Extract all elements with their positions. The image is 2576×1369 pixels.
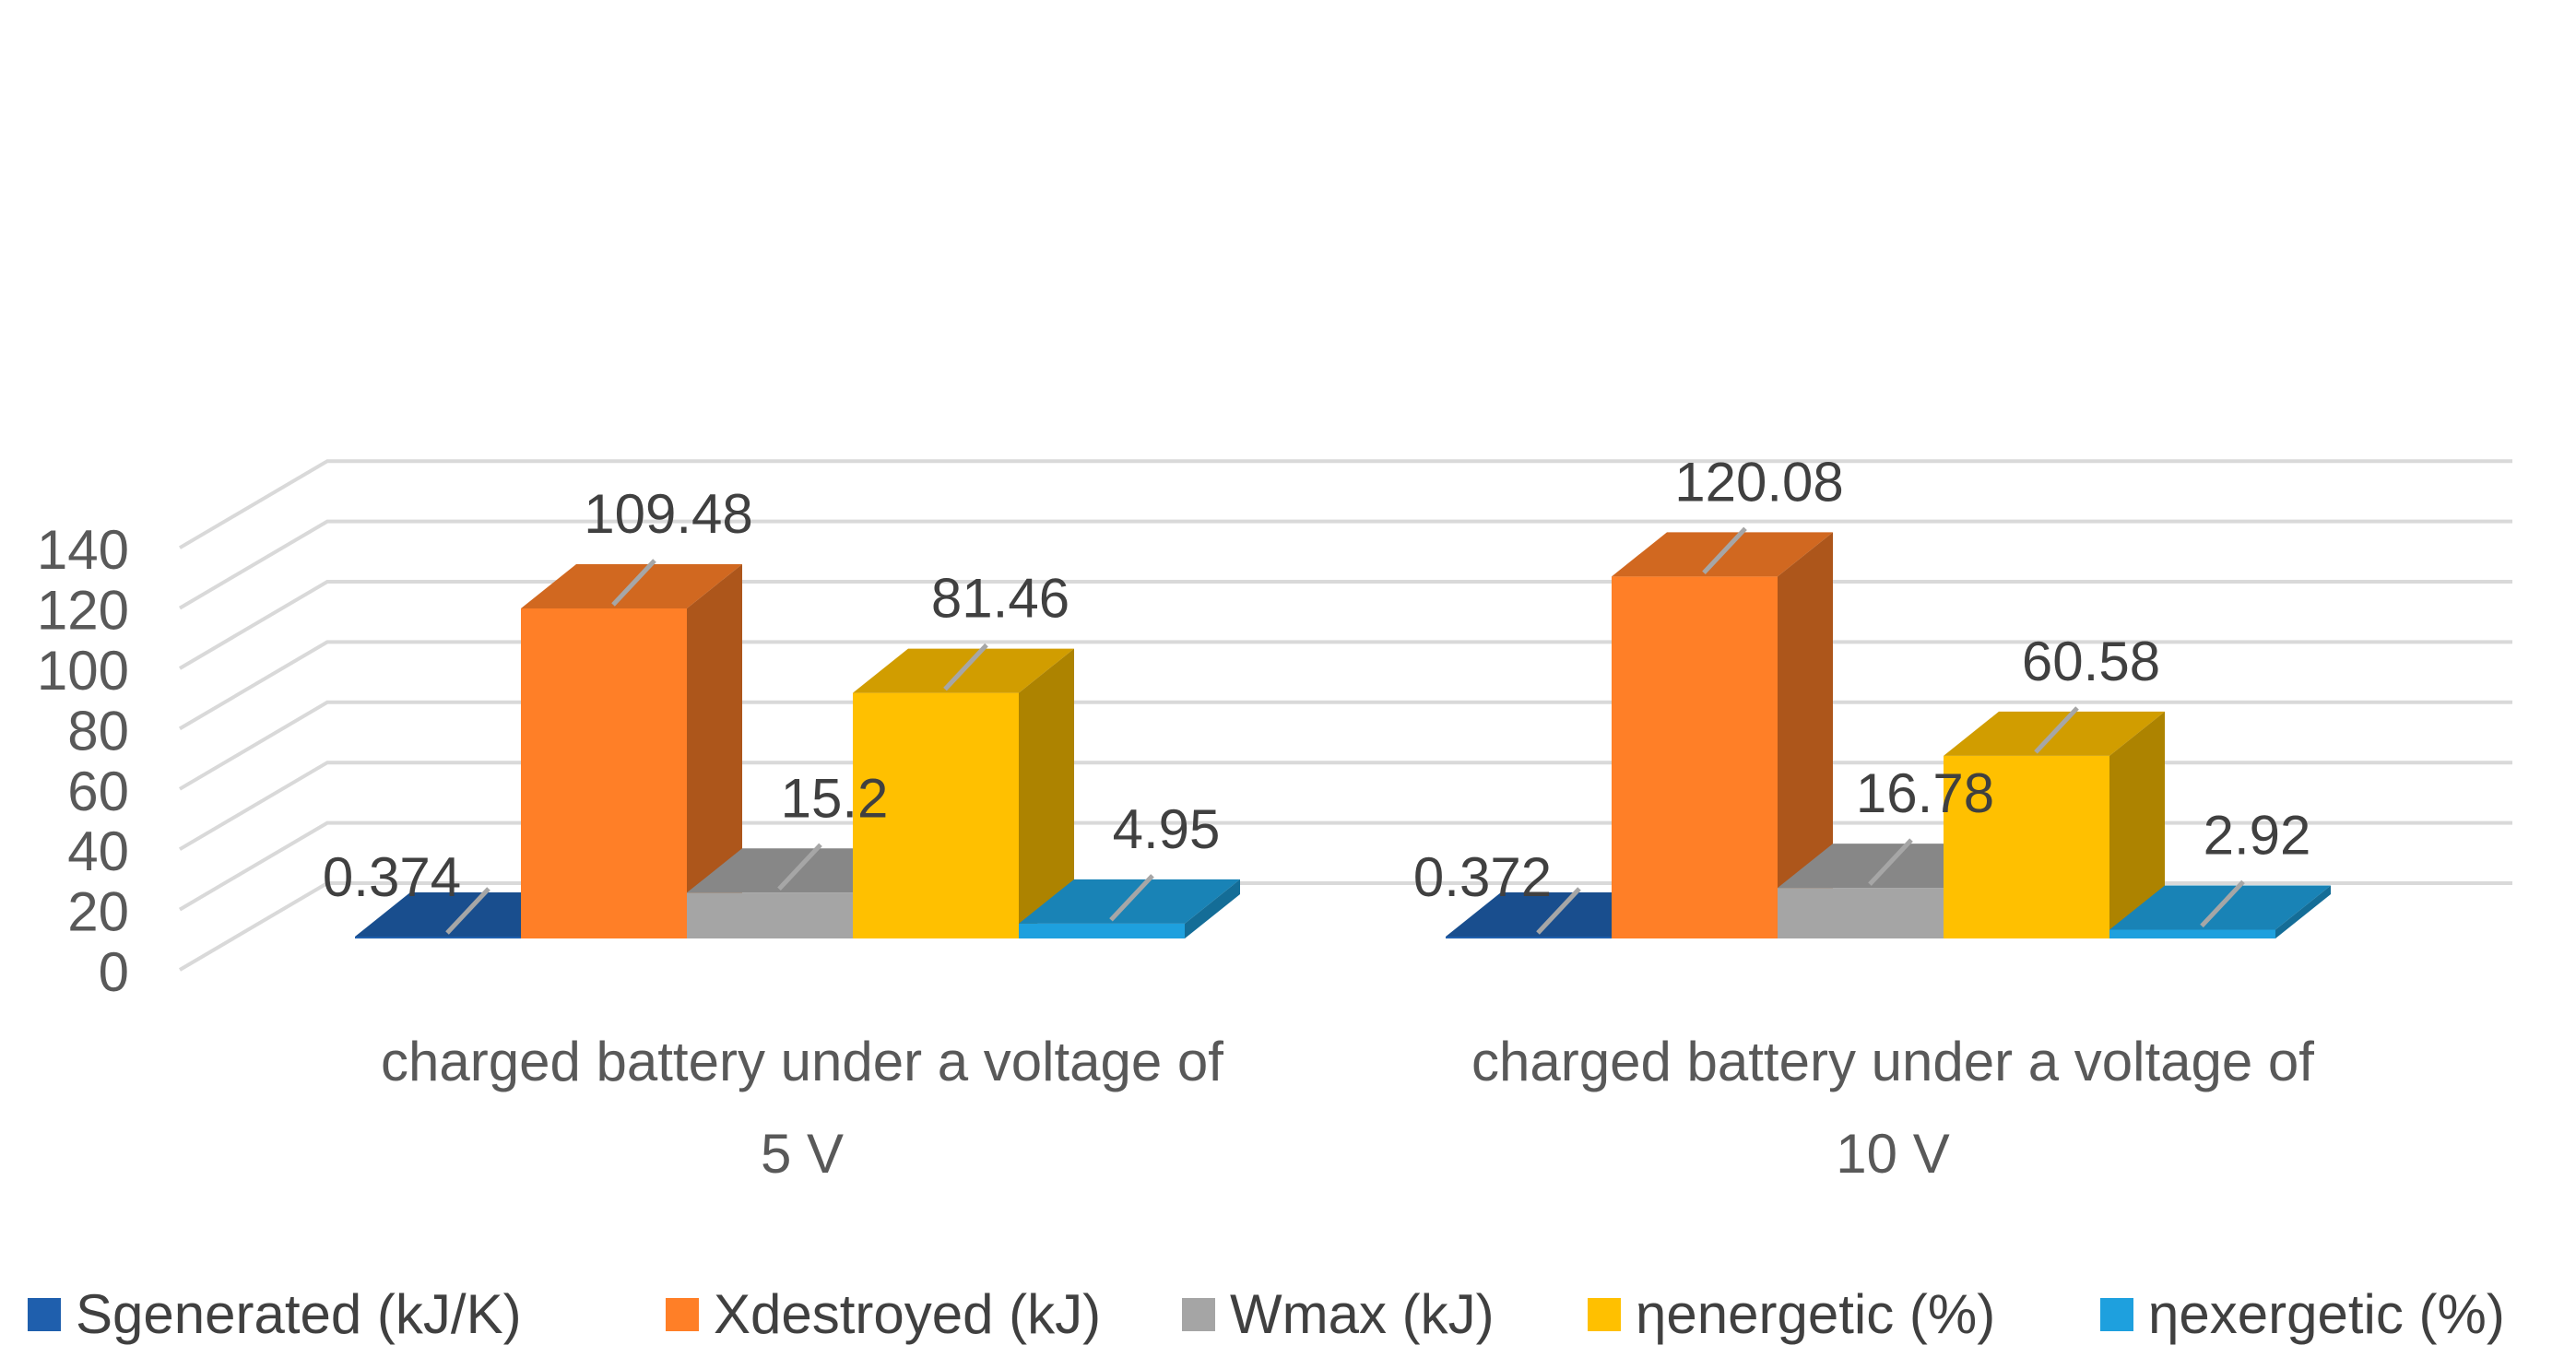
- y-tick-label: 120: [37, 580, 129, 642]
- legend-swatch: [666, 1298, 699, 1331]
- leader-line: [777, 843, 822, 891]
- legend-item-1: Sgenerated (kJ/K): [28, 1283, 522, 1345]
- legend-item-4: ηenergetic (%): [1588, 1283, 1995, 1345]
- bar-front: [1944, 755, 2109, 938]
- bar-front: [1446, 937, 1612, 938]
- bar-side: [1778, 532, 1833, 938]
- data-label: 60.58: [2022, 631, 2160, 692]
- legend-label: ηexergetic (%): [2148, 1283, 2505, 1345]
- legend-swatch: [28, 1298, 61, 1331]
- legend-item-2: Xdestroyed (kJ): [666, 1283, 1101, 1345]
- category-label: charged battery under a voltage of: [1471, 1031, 2314, 1092]
- data-label: 4.95: [1113, 798, 1221, 860]
- y-tick-label: 80: [67, 700, 129, 761]
- bar-front: [687, 892, 853, 938]
- legend-swatch: [1588, 1298, 1621, 1331]
- leader-line: [611, 559, 656, 607]
- leader-line: [1702, 526, 1747, 575]
- bar-front: [1019, 923, 1185, 938]
- bar-layer: [355, 532, 2331, 938]
- data-label: 0.372: [1413, 846, 1552, 908]
- category-label: 10 V: [1836, 1123, 1949, 1185]
- category-label: 5 V: [761, 1123, 844, 1185]
- data-label: 2.92: [2204, 804, 2311, 866]
- data-label: 16.78: [1856, 762, 1994, 824]
- leader-line: [1536, 887, 1581, 935]
- gridline-120: [178, 519, 2512, 610]
- leader-line: [445, 887, 490, 935]
- leader-line: [1868, 838, 1913, 886]
- bar-front: [1612, 576, 1778, 938]
- legend-label: ηenergetic (%): [1636, 1283, 1995, 1345]
- y-tick-label: 60: [67, 761, 129, 822]
- legend-item-3: Wmax (kJ): [1182, 1283, 1495, 1345]
- bar-side: [1019, 648, 1074, 938]
- legend-swatch: [1182, 1298, 1215, 1331]
- bar-front: [521, 608, 687, 938]
- leader-line: [2200, 879, 2245, 928]
- grid-layer: [178, 459, 2512, 972]
- legend-swatch: [2100, 1298, 2133, 1331]
- leader-line: [1109, 874, 1154, 922]
- legend-label: Sgenerated (kJ/K): [76, 1283, 522, 1345]
- y-tick-label: 40: [67, 820, 129, 882]
- data-label: 120.08: [1674, 451, 1844, 513]
- bar-side: [687, 564, 742, 938]
- bar-front: [853, 692, 1019, 938]
- legend: Sgenerated (kJ/K) Xdestroyed (kJ) Wmax (kJ…: [28, 1283, 2505, 1345]
- legend-label: Wmax (kJ): [1230, 1283, 1495, 1345]
- data-label: 81.46: [931, 568, 1069, 630]
- data-label: 15.2: [781, 767, 889, 829]
- bar-1-2: [521, 564, 742, 938]
- bar-front: [1778, 888, 1944, 938]
- y-tick-label: 100: [37, 640, 129, 702]
- leader-line: [2034, 706, 2079, 754]
- y-tick-label: 20: [67, 881, 129, 943]
- legend-label: Xdestroyed (kJ): [714, 1283, 1101, 1345]
- data-label-layer: 0.374 109.48 15.2 81.46 4.95 0.372 120.08 16.78…: [323, 451, 2311, 935]
- bar-side: [2275, 885, 2331, 938]
- legend-item-5: ηexergetic (%): [2100, 1283, 2505, 1345]
- bar-front: [2109, 929, 2275, 938]
- data-label: 109.48: [584, 483, 753, 545]
- category-label: charged battery under a voltage of: [381, 1031, 1223, 1092]
- gridline-140: [178, 459, 2512, 549]
- data-label: 0.374: [323, 846, 461, 908]
- x-axis: charged battery under a voltage of 5 V cha…: [381, 1031, 2314, 1185]
- bar-2-2: [1612, 532, 1833, 938]
- y-tick-label: 0: [99, 941, 129, 1003]
- bar-side: [1185, 879, 1240, 938]
- leader-line: [943, 643, 988, 691]
- y-tick-label: 140: [37, 519, 129, 581]
- bar-side: [2109, 711, 2165, 938]
- bar-front: [355, 937, 521, 938]
- bar-2-4: [1944, 711, 2165, 938]
